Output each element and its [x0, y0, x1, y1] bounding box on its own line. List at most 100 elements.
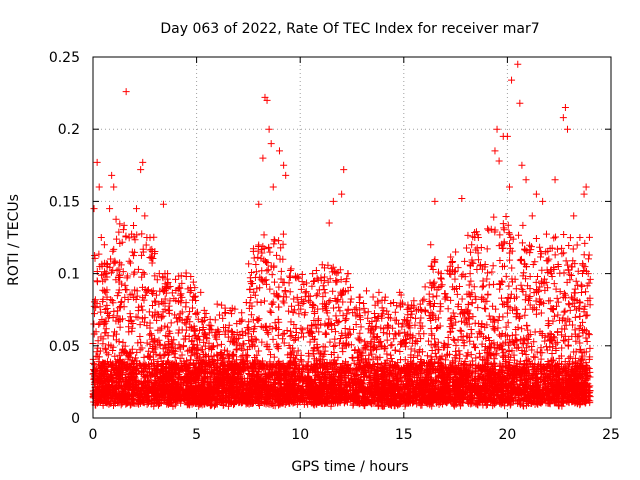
data-point-noise	[300, 311, 308, 319]
data-point-noise	[285, 307, 293, 315]
data-point-noise	[157, 354, 165, 362]
data-point-noise	[263, 267, 271, 275]
data-point-noise	[499, 346, 507, 354]
data-point-noise	[456, 326, 464, 334]
data-point-noise	[564, 266, 572, 274]
data-point-noise	[552, 302, 560, 310]
data-point-noise	[270, 353, 278, 361]
data-point-noise	[550, 234, 558, 242]
data-point-noise	[444, 350, 452, 358]
data-point-noise	[190, 340, 198, 348]
data-point-noise	[504, 302, 512, 310]
data-point-noise	[288, 302, 296, 310]
data-point-noise	[119, 226, 127, 234]
data-point-noise	[546, 297, 554, 305]
data-point-noise	[513, 344, 521, 352]
data-point-noise	[425, 290, 433, 298]
data-point-noise	[500, 226, 508, 234]
data-point-noise	[186, 308, 194, 316]
data-point-noise	[277, 275, 285, 283]
data-point-noise	[313, 344, 321, 352]
data-point-noise	[158, 313, 166, 321]
data-point-noise	[420, 330, 428, 338]
data-point-noise	[523, 344, 531, 352]
data-point-noise	[552, 340, 560, 348]
data-point-noise	[536, 243, 544, 251]
data-point-noise	[492, 305, 500, 313]
data-point-noise	[520, 269, 528, 277]
data-point-noise	[479, 355, 487, 363]
data-point-noise	[548, 349, 556, 357]
data-point-noise	[312, 292, 320, 300]
data-point-noise	[436, 307, 444, 315]
data-point-noise	[571, 285, 579, 293]
data-point-noise	[344, 305, 352, 313]
data-point-noise	[383, 336, 391, 344]
data-point-noise	[201, 342, 209, 350]
data-point-noise	[566, 353, 574, 361]
data-point-noise	[518, 325, 526, 333]
data-point-noise	[269, 335, 277, 343]
data-point-noise	[364, 314, 372, 322]
data-point-noise	[321, 302, 329, 310]
data-point-noise	[115, 228, 123, 236]
data-point-noise	[310, 336, 318, 344]
data-point-noise	[449, 309, 457, 317]
data-point-noise	[503, 298, 511, 306]
data-point-noise	[266, 248, 274, 256]
data-point-noise	[213, 300, 221, 308]
data-point-noise	[490, 355, 498, 363]
data-point-noise	[182, 299, 190, 307]
data-point-noise	[446, 270, 454, 278]
data-point-noise	[153, 316, 161, 324]
data-point-noise	[172, 275, 180, 283]
data-point-noise	[448, 258, 456, 266]
data-point-noise	[279, 240, 287, 248]
data-point-noise	[414, 352, 422, 360]
data-point-noise	[339, 312, 347, 320]
data-point-noise	[365, 320, 373, 328]
data-point-noise	[498, 294, 506, 302]
data-point-noise	[505, 346, 513, 354]
data-point-noise	[264, 329, 272, 337]
data-point-noise	[483, 321, 491, 329]
data-point-noise	[341, 325, 349, 333]
data-point-noise	[477, 322, 485, 330]
data-point-noise	[323, 309, 331, 317]
data-point-noise	[494, 317, 502, 325]
data-point-noise	[562, 257, 570, 265]
data-point-noise	[109, 347, 117, 355]
data-point-noise	[312, 324, 320, 332]
data-point-noise	[507, 233, 515, 241]
data-point-noise	[545, 320, 553, 328]
data-point-noise	[177, 290, 185, 298]
data-point-noise	[275, 283, 283, 291]
data-point-noise	[574, 333, 582, 341]
data-point-noise	[467, 326, 475, 334]
data-point-noise	[552, 285, 560, 293]
data-point-noise	[118, 349, 126, 357]
data-point-noise	[140, 318, 148, 326]
data-point-noise	[306, 338, 314, 346]
data-point-noise	[481, 297, 489, 305]
data-point-noise	[425, 337, 433, 345]
data-point-noise	[447, 314, 455, 322]
data-point-noise	[387, 351, 395, 359]
data-point-noise	[425, 312, 433, 320]
data-point-noise	[504, 319, 512, 327]
data-point-noise	[105, 341, 113, 349]
data-point-noise	[285, 272, 293, 280]
data-point-noise	[330, 343, 338, 351]
data-point-noise	[571, 326, 579, 334]
data-point-noise	[194, 308, 202, 316]
data-point-noise	[154, 326, 162, 334]
data-point-noise	[103, 273, 111, 281]
data-point-noise	[472, 354, 480, 362]
data-point-noise	[536, 298, 544, 306]
data-point-noise	[286, 288, 294, 296]
data-point-noise	[454, 336, 462, 344]
data-point-noise	[569, 245, 577, 253]
data-point-noise	[568, 263, 576, 271]
data-point-noise	[399, 319, 407, 327]
